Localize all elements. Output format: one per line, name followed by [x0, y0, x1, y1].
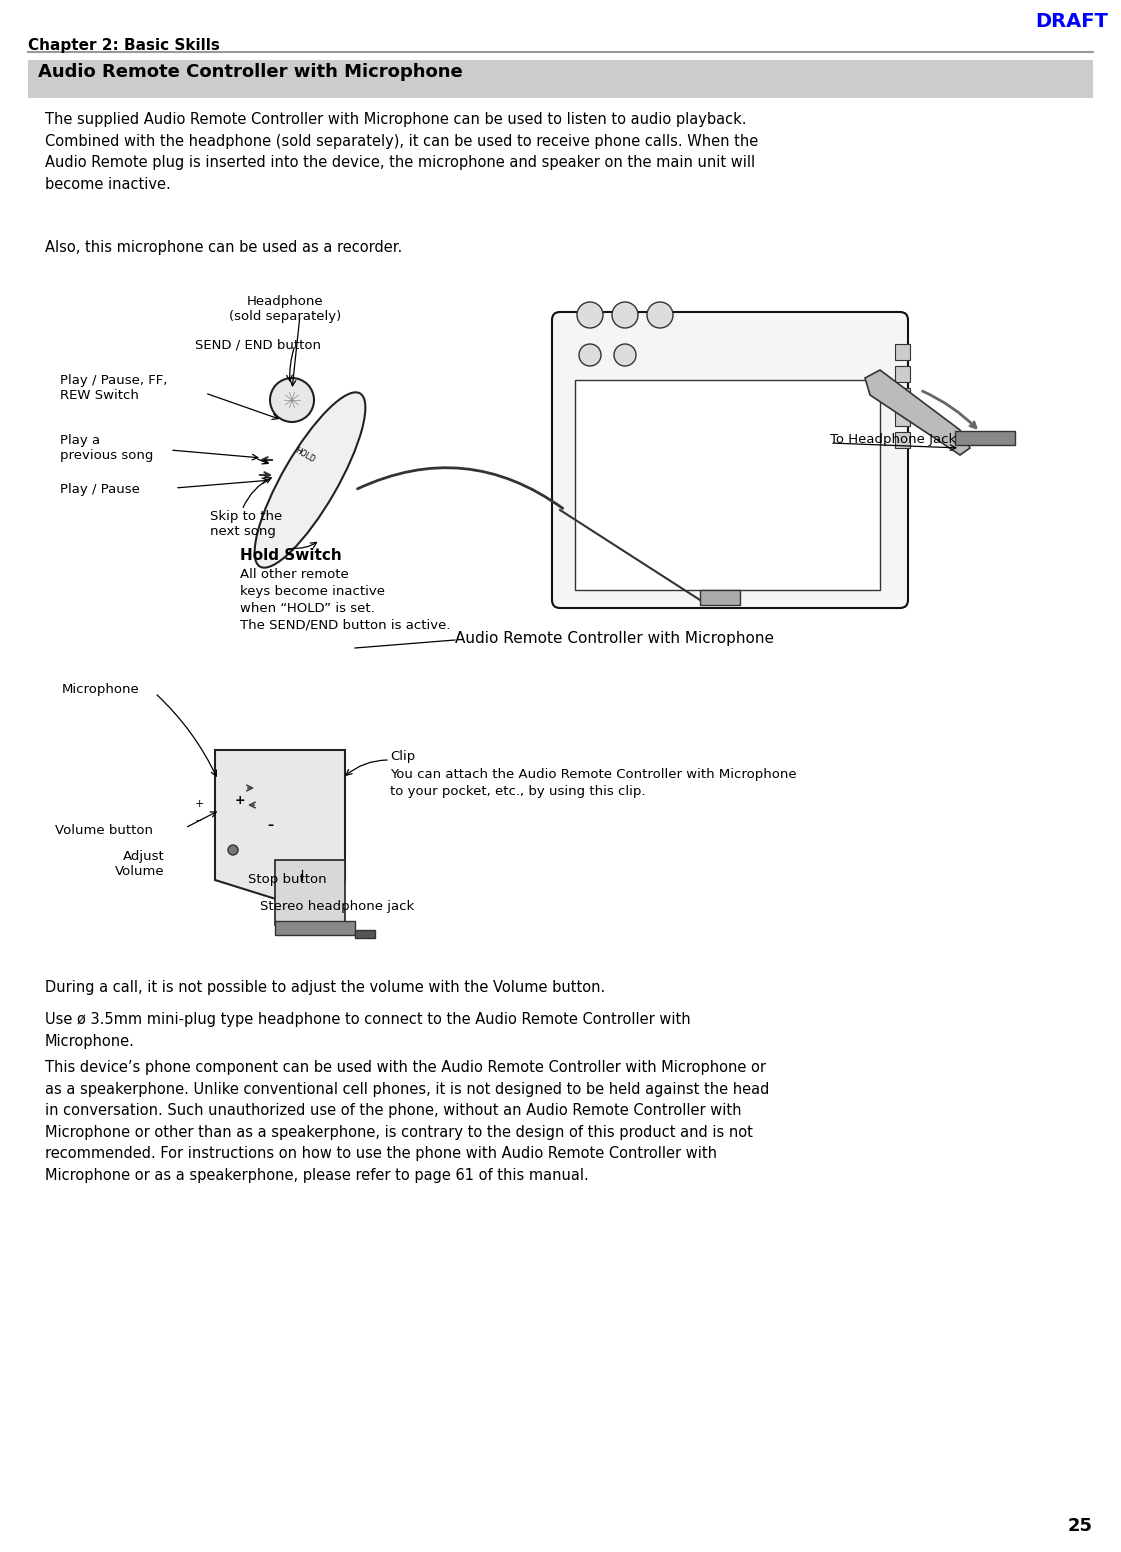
Text: –: –	[267, 818, 274, 832]
Text: Play / Pause: Play / Pause	[61, 484, 140, 497]
Bar	[355, 930, 376, 937]
FancyBboxPatch shape	[552, 312, 908, 608]
Text: DRAFT: DRAFT	[1035, 12, 1108, 31]
Text: Adjust
Volume: Adjust Volume	[115, 850, 165, 878]
Bar	[895, 388, 910, 404]
Bar	[700, 590, 740, 605]
Text: Clip: Clip	[390, 750, 415, 764]
Bar	[575, 380, 880, 590]
Text: This device’s phone component can be used with the Audio Remote Controller with : This device’s phone component can be use…	[45, 1060, 769, 1183]
Text: To Headphone Jack: To Headphone Jack	[830, 433, 956, 447]
Text: The supplied Audio Remote Controller with Microphone can be used to listen to au: The supplied Audio Remote Controller wit…	[45, 112, 758, 192]
Circle shape	[580, 345, 601, 366]
Text: During a call, it is not possible to adjust the volume with the Volume button.: During a call, it is not possible to adj…	[45, 979, 605, 995]
Text: 25: 25	[1068, 1516, 1093, 1535]
Circle shape	[647, 303, 673, 327]
Text: Hold Switch: Hold Switch	[240, 548, 342, 563]
Text: –: –	[195, 815, 201, 826]
Text: Headphone
(sold separately): Headphone (sold separately)	[229, 295, 341, 323]
Text: Play a
previous song: Play a previous song	[61, 435, 154, 462]
Text: You can attach the Audio Remote Controller with Microphone
to your pocket, etc.,: You can attach the Audio Remote Controll…	[390, 768, 797, 798]
Text: +: +	[195, 799, 204, 809]
Polygon shape	[865, 369, 970, 455]
Bar	[895, 410, 910, 425]
Bar	[895, 366, 910, 382]
Polygon shape	[215, 750, 345, 905]
Text: Microphone: Microphone	[62, 683, 140, 697]
Text: +: +	[234, 793, 245, 807]
Text: Also, this microphone can be used as a recorder.: Also, this microphone can be used as a r…	[45, 241, 402, 255]
Circle shape	[612, 303, 638, 327]
Bar	[895, 431, 910, 449]
Text: SEND / END button: SEND / END button	[195, 338, 321, 351]
Circle shape	[270, 379, 314, 422]
Text: Stereo headphone jack: Stereo headphone jack	[260, 900, 415, 913]
Text: Volume button: Volume button	[55, 824, 152, 837]
Bar	[275, 920, 355, 934]
Text: HOLD: HOLD	[294, 445, 316, 464]
Text: Stop button: Stop button	[248, 874, 326, 886]
Text: Play / Pause, FF,
REW Switch: Play / Pause, FF, REW Switch	[61, 374, 167, 402]
Circle shape	[577, 303, 603, 327]
Text: Skip to the
next song: Skip to the next song	[210, 511, 282, 539]
Text: Audio Remote Controller with Microphone: Audio Remote Controller with Microphone	[455, 630, 773, 646]
Text: All other remote
keys become inactive
when “HOLD” is set.
The SEND/END button is: All other remote keys become inactive wh…	[240, 568, 451, 632]
Text: Audio Remote Controller with Microphone: Audio Remote Controller with Microphone	[38, 64, 463, 81]
Text: Chapter 2: Basic Skills: Chapter 2: Basic Skills	[28, 37, 220, 53]
Ellipse shape	[254, 393, 365, 568]
Bar	[895, 345, 910, 360]
Bar	[28, 61, 1093, 98]
Circle shape	[228, 844, 238, 855]
Text: Use ø 3.5mm mini-plug type headphone to connect to the Audio Remote Controller w: Use ø 3.5mm mini-plug type headphone to …	[45, 1012, 691, 1049]
Bar	[955, 431, 1015, 445]
Circle shape	[614, 345, 636, 366]
Polygon shape	[275, 860, 345, 925]
